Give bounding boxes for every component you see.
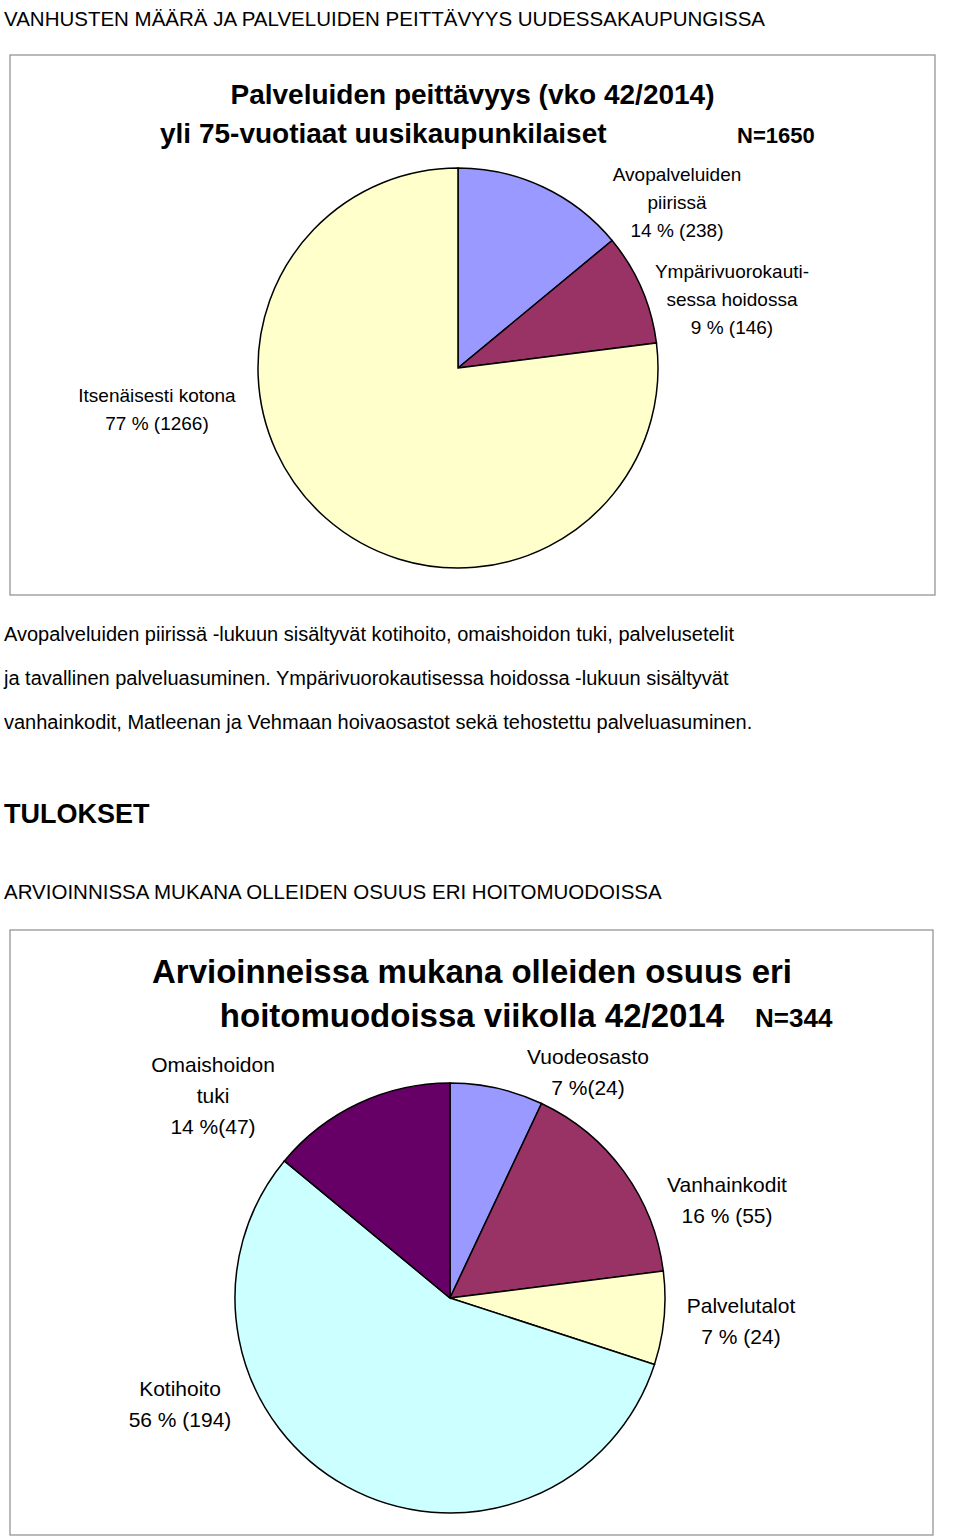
pie-slice <box>284 1083 450 1298</box>
slice-label: Omaishoidon tuki <box>151 1053 275 1107</box>
data-label-line: 77 % (1266) <box>105 413 209 434</box>
caption-line-line: Avopalveluiden piirissä -lukuun sisältyv… <box>4 623 734 645</box>
data-label-line: 14 %(47) <box>170 1115 255 1138</box>
chart-title: Palveluiden peittävyys (vko 42/2014) <box>230 79 714 110</box>
pie <box>258 168 658 568</box>
data-label-line: 56 % (194) <box>129 1408 232 1431</box>
chart-title-line: hoitomuodoissa viikolla 42/2014 <box>220 997 725 1034</box>
chart: Palveluiden peittävyys (vko 42/2014) yli … <box>10 55 935 595</box>
caption-line-line: vanhainkodit, Matleenan ja Vehmaan hoiva… <box>4 711 752 733</box>
slice-label: Avopalveluiden piirissä <box>613 164 742 213</box>
pie-slice <box>258 168 658 568</box>
slice-label-line: Ympärivuorokauti- <box>655 261 809 282</box>
slice-label: Palvelutalot <box>687 1294 796 1317</box>
annotation-line: N=1650 <box>737 123 815 148</box>
chart-title-line: Palveluiden peittävyys (vko 42/2014) <box>230 79 714 110</box>
data-label-line: 9 % (146) <box>691 317 773 338</box>
slice-label-line: Avopalveluiden <box>613 164 742 185</box>
pie <box>235 1083 665 1513</box>
chart: Arvioinneissa mukana olleiden osuus eri h… <box>10 930 933 1535</box>
results-subheading-line: ARVIOINNISSA MUKANA OLLEIDEN OSUUS ERI H… <box>4 880 662 903</box>
data-label: 16 % (55) <box>681 1204 772 1227</box>
data-label-line: 7 % (24) <box>701 1325 780 1348</box>
data-label: 9 % (146) <box>691 317 773 338</box>
pie-slice <box>450 1103 663 1298</box>
data-label: 14 %(47) <box>170 1115 255 1138</box>
caption-line-line: ja tavallinen palveluasuminen. Ympärivuo… <box>3 667 729 689</box>
slice-label: Vuodeosasto <box>527 1045 649 1068</box>
page-heading: VANHUSTEN MÄÄRÄ JA PALVELUIDEN PEITTÄVYY… <box>4 7 765 30</box>
results-heading-line: TULOKSET <box>4 799 150 829</box>
slice-label-line: Itsenäisesti kotona <box>78 385 236 406</box>
annotation: N=344 <box>755 1003 833 1033</box>
slice-label-line: Vanhainkodit <box>667 1173 787 1196</box>
slice-label-line: piirissä <box>647 192 707 213</box>
data-label-line: 14 % (238) <box>631 220 724 241</box>
chart-subtitle: yli 75-vuotiaat uusikaupunkilaiset <box>160 118 607 149</box>
slice-label-line: Kotihoito <box>139 1377 221 1400</box>
data-label-line: 7 %(24) <box>551 1076 625 1099</box>
caption-line: vanhainkodit, Matleenan ja Vehmaan hoiva… <box>4 711 752 733</box>
results-heading: TULOKSET <box>4 799 150 829</box>
chart-subtitle-line: yli 75-vuotiaat uusikaupunkilaiset <box>160 118 607 149</box>
slice-label: Vanhainkodit <box>667 1173 787 1196</box>
chart-title: Arvioinneissa mukana olleiden osuus eri h… <box>152 953 792 1034</box>
data-label: 56 % (194) <box>129 1408 232 1431</box>
caption-line: Avopalveluiden piirissä -lukuun sisältyv… <box>4 623 734 645</box>
slice-label: Itsenäisesti kotona <box>78 385 236 406</box>
chart-frame <box>10 930 933 1535</box>
results-subheading: ARVIOINNISSA MUKANA OLLEIDEN OSUUS ERI H… <box>4 880 662 903</box>
slice-label: Ympärivuorokauti-sessa hoidossa <box>655 261 809 310</box>
data-label: 7 %(24) <box>551 1076 625 1099</box>
annotation-line: N=344 <box>755 1003 833 1033</box>
data-label: 77 % (1266) <box>105 413 209 434</box>
slice-label-line: Omaishoidon <box>151 1053 275 1076</box>
annotation: N=1650 <box>737 123 815 148</box>
slice-label: Kotihoito <box>139 1377 221 1400</box>
chart-frame <box>10 55 935 595</box>
page-heading-line: VANHUSTEN MÄÄRÄ JA PALVELUIDEN PEITTÄVYY… <box>4 7 765 30</box>
data-label: 7 % (24) <box>701 1325 780 1348</box>
slice-label-line: tuki <box>197 1084 230 1107</box>
chart-title-line: Arvioinneissa mukana olleiden osuus eri <box>152 953 792 990</box>
slice-label-line: Palvelutalot <box>687 1294 796 1317</box>
slice-label-line: sessa hoidossa <box>667 289 798 310</box>
data-label: 14 % (238) <box>631 220 724 241</box>
page: VANHUSTEN MÄÄRÄ JA PALVELUIDEN PEITTÄVYY… <box>0 0 960 1536</box>
caption-line: ja tavallinen palveluasuminen. Ympärivuo… <box>3 667 729 689</box>
data-label-line: 16 % (55) <box>681 1204 772 1227</box>
slice-label-line: Vuodeosasto <box>527 1045 649 1068</box>
